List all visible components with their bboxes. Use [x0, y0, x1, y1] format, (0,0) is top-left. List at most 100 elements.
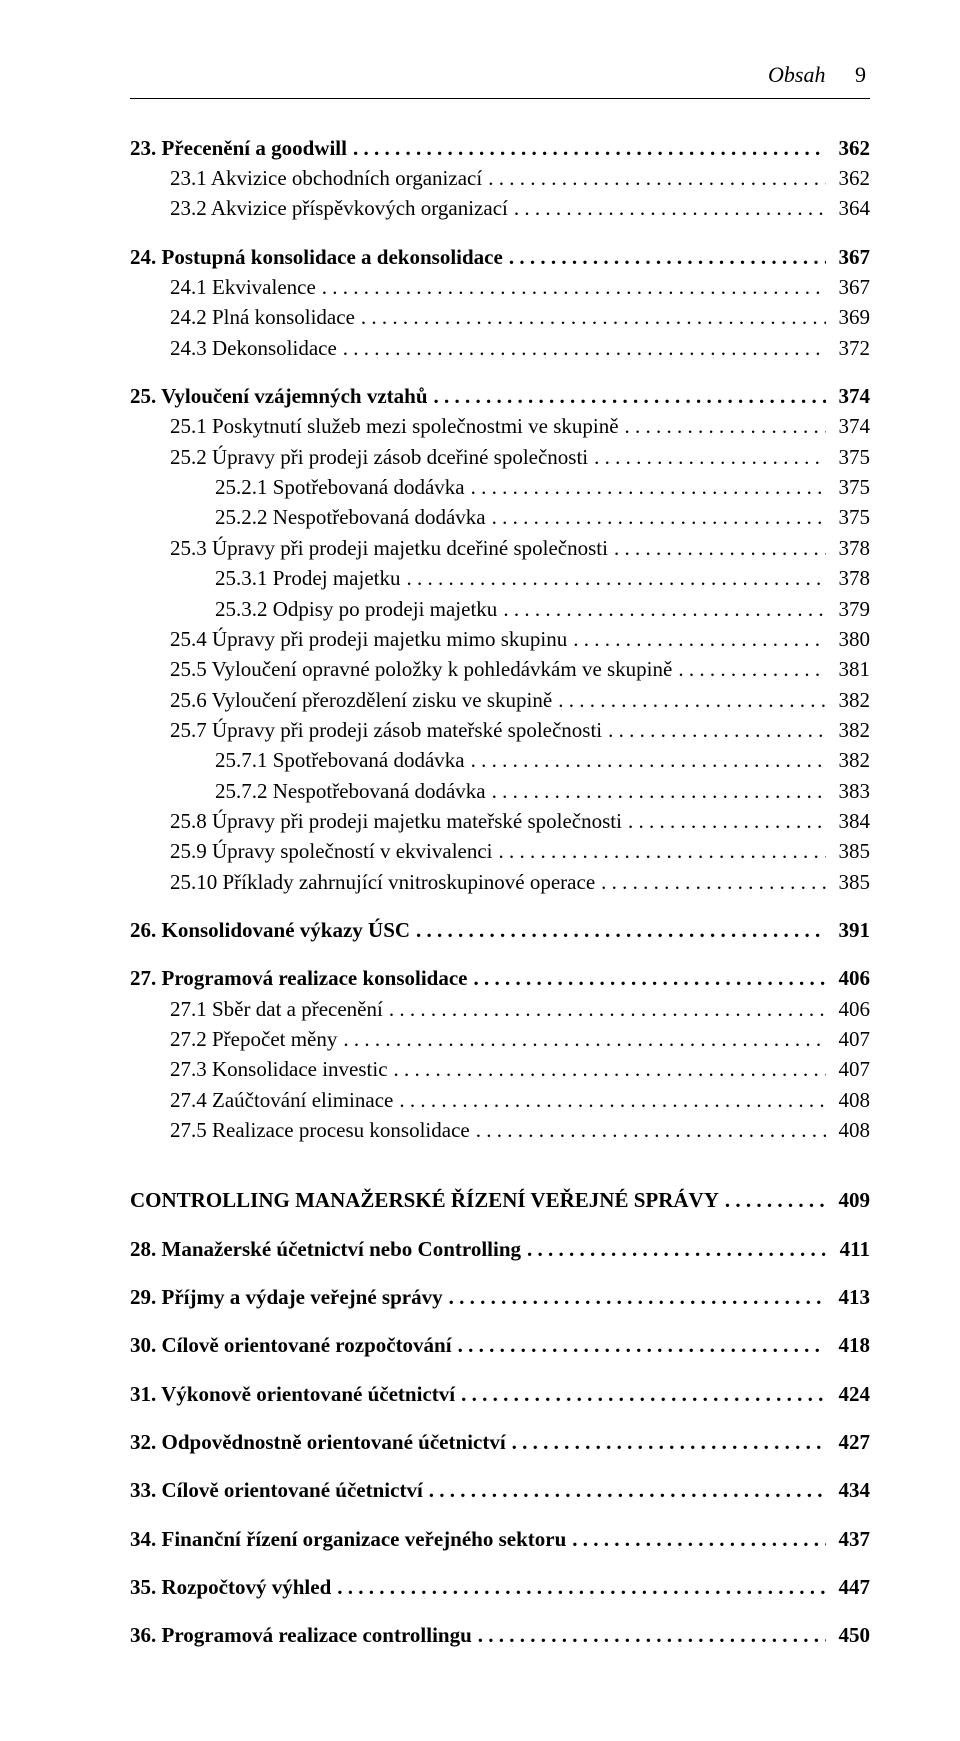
toc-entry-leader — [349, 134, 826, 162]
toc-entry-leader — [484, 164, 826, 192]
toc-entry: 26. Konsolidované výkazy ÚSC 391 — [130, 915, 870, 945]
toc-entry-leader — [488, 503, 826, 531]
toc-entry-page: 424 — [826, 1380, 870, 1408]
toc-entry-leader — [510, 194, 826, 222]
toc-entry-leader — [390, 1055, 826, 1083]
toc-entry-page: 382 — [826, 746, 870, 774]
toc-entry-leader — [505, 243, 826, 271]
toc-entry: 24.2 Plná konsolidace 369 — [130, 302, 870, 332]
toc-entry-label: 24.2 Plná konsolidace — [170, 303, 357, 331]
toc-entry-leader — [339, 334, 826, 362]
toc-entry-page: 418 — [826, 1331, 870, 1359]
toc-entry-page: 406 — [826, 964, 870, 992]
toc-entry: 27.5 Realizace procesu konsolidace408 — [130, 1115, 870, 1145]
toc-entry-label: 25.3.1 Prodej majetku — [215, 564, 402, 592]
toc-entry: 33. Cílově orientované účetnictví434 — [130, 1475, 870, 1505]
toc-entry: 25.2 Úpravy při prodeji zásob dceřiné sp… — [130, 442, 870, 472]
toc-entry: 23.1 Akvizice obchodních organizací362 — [130, 163, 870, 193]
toc-entry: 27.3 Konsolidace investic 407 — [130, 1054, 870, 1084]
toc-entry-leader — [395, 1086, 826, 1114]
running-head: Obsah 9 — [130, 60, 870, 90]
toc-entry-label: 30. Cílově orientované rozpočtování — [130, 1331, 454, 1359]
toc-entry-page: 409 — [826, 1186, 870, 1214]
toc-entry: 25.8 Úpravy při prodeji majetku mateřské… — [130, 806, 870, 836]
toc-entry: 25.7 Úpravy při prodeji zásob mateřské s… — [130, 715, 870, 745]
toc-entry-leader — [472, 1116, 826, 1144]
toc-entry-label: 25.7 Úpravy při prodeji zásob mateřské s… — [170, 716, 604, 744]
toc-entry-label: 25.5 Vyloučení opravné položky k pohledá… — [170, 655, 674, 683]
toc-entry-page: 372 — [826, 334, 870, 362]
toc-entry-leader — [597, 868, 826, 896]
toc-entry-leader — [425, 1476, 826, 1504]
toc-entry: 25.2.1 Spotřebovaná dodávka 375 — [130, 472, 870, 502]
toc-entry-page: 378 — [826, 564, 870, 592]
toc-entry-page: 406 — [826, 995, 870, 1023]
toc-entry-label: 25.8 Úpravy při prodeji majetku mateřské… — [170, 807, 624, 835]
toc-entry-label: 28. Manažerské účetnictví nebo Controlli… — [130, 1235, 523, 1263]
toc-entry-label: 27.5 Realizace procesu konsolidace — [170, 1116, 472, 1144]
toc-entry: 25.3 Úpravy při prodeji majetku dceřiné … — [130, 533, 870, 563]
toc-entry: 32. Odpovědnostně orientované účetnictví… — [130, 1427, 870, 1457]
toc-entry-page: 362 — [826, 134, 870, 162]
toc-entry-label: 27.3 Konsolidace investic — [170, 1055, 390, 1083]
toc-entry: 25.10 Příklady zahrnující vnitroskupinov… — [130, 867, 870, 897]
toc-entry-label: 25.9 Úpravy společností v ekvivalenci — [170, 837, 495, 865]
toc-entry-label: 27.2 Přepočet měny — [170, 1025, 339, 1053]
toc-entry-leader — [523, 1235, 826, 1263]
toc-entry-page: 362 — [826, 164, 870, 192]
toc-entry-label: 23.2 Akvizice příspěvkových organizací — [170, 194, 510, 222]
head-rule — [130, 98, 870, 99]
toc-entry-label: 25.3.2 Odpisy po prodeji majetku — [215, 595, 499, 623]
toc-entry-label: 35. Rozpočtový výhled — [130, 1573, 333, 1601]
toc-entry-label: 31. Výkonově orientované účetnictví — [130, 1380, 457, 1408]
running-head-title: Obsah — [768, 62, 825, 87]
toc-entry-label: 26. Konsolidované výkazy ÚSC — [130, 916, 412, 944]
toc-entry-leader — [674, 655, 826, 683]
toc-entry: 28. Manažerské účetnictví nebo Controlli… — [130, 1234, 870, 1264]
toc-entry: 27. Programová realizace konsolidace406 — [130, 963, 870, 993]
toc-entry: 25.3.2 Odpisy po prodeji majetku379 — [130, 594, 870, 624]
toc-entry-leader — [474, 1621, 826, 1649]
toc-entry: 25. Vyloučení vzájemných vztahů 374 — [130, 381, 870, 411]
toc-entry-label: 25.6 Vyloučení přerozdělení zisku ve sku… — [170, 686, 554, 714]
toc-entry-page: 384 — [826, 807, 870, 835]
toc-entry-leader — [568, 1525, 826, 1553]
toc-entry-label: 24. Postupná konsolidace a dekonsolidace — [130, 243, 505, 271]
toc-entry-leader — [402, 564, 826, 592]
toc-entry: 25.3.1 Prodej majetku 378 — [130, 563, 870, 593]
running-head-page: 9 — [831, 62, 866, 87]
toc-entry: 23.2 Akvizice příspěvkových organizací 36… — [130, 193, 870, 223]
toc-entry-page: 408 — [826, 1086, 870, 1114]
toc-entry-label: 25.1 Poskytnutí služeb mezi společnostmi… — [170, 412, 621, 440]
toc-entry-page: 391 — [826, 916, 870, 944]
toc-entry-label: 25. Vyloučení vzájemných vztahů — [130, 382, 430, 410]
toc-entry-page: 413 — [826, 1283, 870, 1311]
toc-entry-leader — [470, 964, 827, 992]
toc-entry-page: 382 — [826, 716, 870, 744]
toc-entry-leader — [495, 837, 826, 865]
toc-entry-label: 25.2.1 Spotřebovaná dodávka — [215, 473, 467, 501]
toc-entry: 27.1 Sběr dat a přecenění406 — [130, 994, 870, 1024]
toc-entry-leader — [454, 1331, 826, 1359]
toc-entry-page: 374 — [826, 412, 870, 440]
toc-entry-page: 450 — [826, 1621, 870, 1649]
toc-entry-page: 382 — [826, 686, 870, 714]
toc-entry: 24.1 Ekvivalence367 — [130, 272, 870, 302]
toc-entry-page: 407 — [826, 1055, 870, 1083]
toc-entry-page: 381 — [826, 655, 870, 683]
toc-entry: 25.9 Úpravy společností v ekvivalenci385 — [130, 836, 870, 866]
toc-entry-leader — [339, 1025, 826, 1053]
toc-entry-page: 375 — [826, 473, 870, 501]
toc-entry: 27.4 Zaúčtování eliminace408 — [130, 1085, 870, 1115]
toc-entry-page: 369 — [826, 303, 870, 331]
toc-entry-label: 25.2 Úpravy při prodeji zásob dceřiné sp… — [170, 443, 590, 471]
toc-entry-page: 364 — [826, 194, 870, 222]
toc-entry-page: 374 — [826, 382, 870, 410]
toc-entry-label: 36. Programová realizace controllingu — [130, 1621, 474, 1649]
toc-entry-leader — [318, 273, 826, 301]
toc-entry: 25.7.2 Nespotřebovaná dodávka383 — [130, 776, 870, 806]
toc-entry-label: 34. Finanční řízení organizace veřejného… — [130, 1525, 568, 1553]
toc-entry-label: 25.2.2 Nespotřebovaná dodávka — [215, 503, 488, 531]
toc-entry-page: 407 — [826, 1025, 870, 1053]
toc-entry-label: 33. Cílově orientované účetnictví — [130, 1476, 425, 1504]
